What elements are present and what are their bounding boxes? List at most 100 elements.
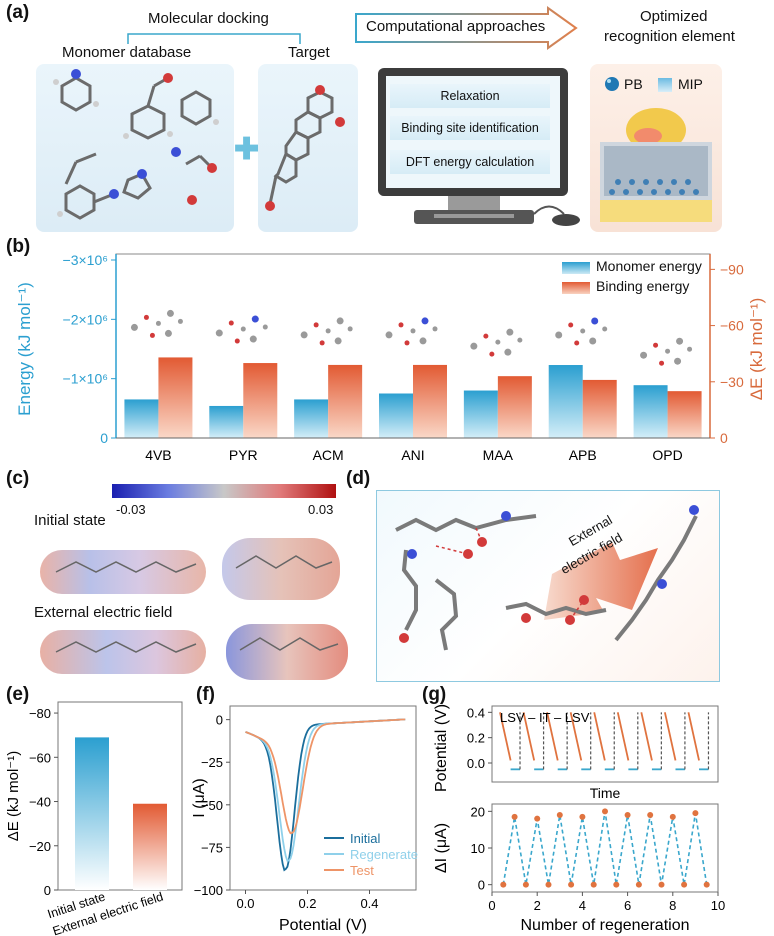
delta-i-point: [613, 881, 620, 888]
time-label: Time: [590, 785, 621, 801]
top-y-tick-label: 0.4: [467, 705, 485, 720]
external-field-label: External electric field: [34, 604, 173, 621]
lsv-sweep: [664, 712, 677, 761]
delta-i-line: [502, 811, 708, 885]
bar-monomer-energy: [548, 365, 583, 438]
lsv-sweep: [499, 712, 512, 761]
bar-monomer-energy: [294, 399, 329, 438]
lsv-sweep: [569, 712, 583, 761]
panel-d-letter: (d): [346, 468, 371, 489]
sequence-label: LSV – IT – LSV: [500, 710, 590, 725]
legend-label: Regenerate: [350, 847, 418, 862]
target-molecule-illustration: [265, 85, 345, 211]
top-y-axis-title: Potential (V): [433, 704, 450, 792]
bar-monomer-energy: [124, 399, 159, 438]
esp-surface-field: [40, 624, 348, 680]
legend-label: Test: [350, 863, 374, 878]
current-potential-chart: 0 −25 −50 −75 −100 0.0 0.2 0.4 InitialRegenerate…: [191, 705, 418, 934]
x-tick-label: 0.4: [360, 896, 378, 911]
colorbar-min: -0.03: [116, 502, 146, 517]
energy-bar-chart: 0 −1×10⁶ −2×10⁶ −3×10⁶ 0 −30 −60 −90 4VB PYR ACM AN…: [15, 252, 766, 463]
bar-binding-energy: [667, 391, 702, 438]
bar-binding-energy: [158, 357, 193, 438]
legend-monomer-swatch: [562, 262, 590, 274]
category-label: APB: [569, 447, 597, 463]
x-tick-label: 0.2: [298, 896, 316, 911]
bar-binding-energy: [413, 364, 447, 438]
left-tick-label: 0: [100, 430, 108, 446]
docked-molecule-illustration: [555, 317, 608, 346]
delta-i-point: [669, 813, 676, 820]
bottom-x-tick-label: 0: [488, 898, 495, 913]
lsv-sweep: [593, 712, 606, 761]
right-axis-title: ΔE (kJ mol⁻¹): [747, 298, 766, 401]
category-label: ANI: [401, 447, 424, 463]
delta-i-point: [590, 881, 597, 888]
y-tick-label: −25: [201, 755, 223, 770]
bottom-x-tick-label: 2: [534, 898, 541, 913]
docked-molecule-illustration: [300, 317, 353, 346]
panel-f-letter: (f): [196, 684, 215, 705]
top-plot-frame: [491, 705, 719, 783]
bottom-x-tick-label: 8: [669, 898, 676, 913]
step-relaxation: Relaxation: [390, 84, 550, 108]
legend-monomer-label: Monomer energy: [596, 258, 702, 274]
pb-icon: [605, 77, 619, 91]
y-tick-label: −50: [201, 798, 223, 813]
delta-i-point: [602, 808, 608, 815]
bottom-x-tick-label: 10: [711, 898, 725, 913]
y-tick-label: 0: [44, 883, 51, 898]
optimized-label-2: recognition element: [604, 28, 735, 45]
bottom-y-tick-label: 20: [471, 804, 485, 819]
panel-e-letter: (e): [6, 684, 30, 705]
delta-i-point: [635, 881, 642, 888]
right-tick-label: −60: [720, 318, 744, 334]
legend-label: Initial: [350, 831, 380, 846]
left-axis-title: Energy (kJ mol⁻¹): [15, 282, 34, 416]
bar-monomer-energy: [379, 393, 413, 438]
y-tick-label: −40: [29, 795, 51, 810]
regeneration-chart: 0.0 0.2 0.4 LSV – IT – LSV Time Potential (V)…: [433, 704, 725, 934]
panel-a-letter: (a): [6, 2, 30, 23]
x-axis-title: Potential (V): [279, 917, 367, 934]
category-label: ACM: [313, 447, 344, 463]
y-tick-label: 0: [216, 713, 223, 728]
right-tick-label: 0: [720, 430, 728, 446]
delta-i-point: [511, 813, 518, 820]
plot-frame: [57, 701, 183, 891]
step-binding-site: Binding site identification: [390, 116, 550, 140]
delta-i-point: [703, 881, 710, 888]
delta-i-point: [579, 813, 586, 820]
optimized-label-1: Optimized: [640, 8, 708, 25]
plus-icon: ✚: [234, 133, 260, 166]
panel-g-letter: (g): [422, 684, 447, 705]
monomer-molecules-illustration: [53, 69, 219, 220]
electrode-illustration: [600, 108, 712, 222]
top-y-tick-label: 0.2: [467, 731, 485, 746]
docked-molecule-illustration: [385, 317, 438, 346]
delta-e-bar: [75, 737, 109, 890]
esp-surface-initial: [40, 538, 340, 600]
lsv-sweep: [546, 712, 559, 761]
plot-frame: [229, 705, 417, 891]
left-tick-label: −3×10⁶: [63, 252, 108, 268]
panel-b-letter: (b): [6, 236, 31, 257]
lsv-sweep: [687, 712, 700, 761]
legend-binding-label: Binding energy: [596, 278, 690, 294]
bar-monomer-energy: [633, 385, 668, 438]
y-tick-label: −80: [29, 706, 51, 721]
delta-i-point: [534, 815, 541, 822]
right-tick-label: −90: [720, 261, 744, 277]
delta-i-point: [556, 812, 563, 818]
docking-bracket: [127, 33, 301, 44]
computational-approaches-label: Computational approaches: [366, 18, 546, 35]
step-dft: DFT energy calculation: [390, 150, 550, 174]
bottom-x-tick-label: 6: [624, 898, 631, 913]
iv-curve-test: [245, 718, 406, 835]
docking-complex-illustration: [395, 505, 699, 651]
y-tick-label: −100: [194, 883, 223, 898]
bar-monomer-energy: [463, 390, 498, 438]
molecular-docking-label: Molecular docking: [148, 10, 269, 27]
bar-monomer-energy: [209, 405, 244, 438]
delta-i-point: [624, 812, 631, 818]
